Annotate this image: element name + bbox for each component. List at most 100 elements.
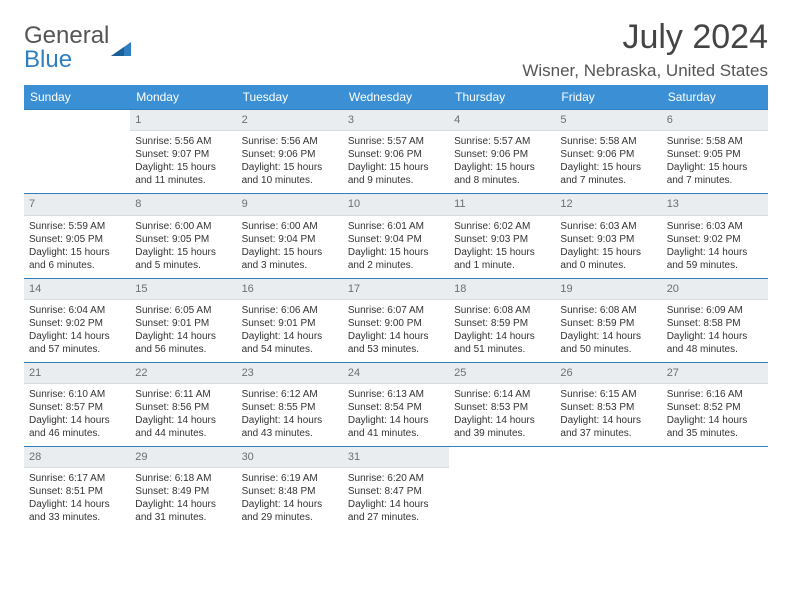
daylight-text: Daylight: 15 hours — [242, 161, 338, 174]
sunset-text: Sunset: 8:57 PM — [29, 401, 125, 414]
sunset-text: Sunset: 9:05 PM — [135, 233, 231, 246]
calendar-day-cell: 23Sunrise: 6:12 AMSunset: 8:55 PMDayligh… — [237, 362, 343, 446]
daylight-text: and 50 minutes. — [560, 343, 656, 356]
daylight-text: Daylight: 15 hours — [135, 161, 231, 174]
day-details: Sunrise: 6:03 AMSunset: 9:02 PMDaylight:… — [662, 216, 768, 278]
day-number: 5 — [555, 110, 661, 131]
daylight-text: Daylight: 14 hours — [667, 414, 763, 427]
daylight-text: and 1 minute. — [454, 259, 550, 272]
sunrise-text: Sunrise: 6:08 AM — [560, 304, 656, 317]
day-details: Sunrise: 6:00 AMSunset: 9:04 PMDaylight:… — [237, 216, 343, 278]
sunrise-text: Sunrise: 5:57 AM — [348, 135, 444, 148]
calendar-day-cell — [662, 447, 768, 531]
daylight-text: Daylight: 14 hours — [560, 330, 656, 343]
calendar-day-cell: 12Sunrise: 6:03 AMSunset: 9:03 PMDayligh… — [555, 194, 661, 278]
day-details: Sunrise: 5:56 AMSunset: 9:07 PMDaylight:… — [130, 131, 236, 193]
day-number: 30 — [237, 447, 343, 468]
sunrise-text: Sunrise: 6:00 AM — [135, 220, 231, 233]
calendar-day-cell: 2Sunrise: 5:56 AMSunset: 9:06 PMDaylight… — [237, 110, 343, 194]
sunset-text: Sunset: 9:06 PM — [242, 148, 338, 161]
header: General Blue July 2024 Wisner, Nebraska,… — [24, 18, 768, 81]
daylight-text: Daylight: 14 hours — [348, 498, 444, 511]
daylight-text: Daylight: 14 hours — [242, 330, 338, 343]
day-number: 13 — [662, 194, 768, 215]
calendar-day-cell: 11Sunrise: 6:02 AMSunset: 9:03 PMDayligh… — [449, 194, 555, 278]
day-number: 9 — [237, 194, 343, 215]
sunrise-text: Sunrise: 6:12 AM — [242, 388, 338, 401]
daylight-text: Daylight: 15 hours — [135, 246, 231, 259]
calendar-day-cell: 17Sunrise: 6:07 AMSunset: 9:00 PMDayligh… — [343, 278, 449, 362]
calendar-day-cell — [555, 447, 661, 531]
daylight-text: Daylight: 15 hours — [29, 246, 125, 259]
calendar-day-cell: 7Sunrise: 5:59 AMSunset: 9:05 PMDaylight… — [24, 194, 130, 278]
calendar-day-cell: 26Sunrise: 6:15 AMSunset: 8:53 PMDayligh… — [555, 362, 661, 446]
calendar-day-cell: 6Sunrise: 5:58 AMSunset: 9:05 PMDaylight… — [662, 110, 768, 194]
sunrise-text: Sunrise: 6:10 AM — [29, 388, 125, 401]
sunset-text: Sunset: 9:05 PM — [667, 148, 763, 161]
day-details: Sunrise: 5:59 AMSunset: 9:05 PMDaylight:… — [24, 216, 130, 278]
calendar-day-cell: 25Sunrise: 6:14 AMSunset: 8:53 PMDayligh… — [449, 362, 555, 446]
brand-blue: Blue — [24, 46, 72, 73]
daylight-text: Daylight: 14 hours — [135, 414, 231, 427]
calendar-day-cell: 16Sunrise: 6:06 AMSunset: 9:01 PMDayligh… — [237, 278, 343, 362]
day-number: 31 — [343, 447, 449, 468]
weekday-header: Monday — [130, 85, 236, 110]
calendar-day-cell: 21Sunrise: 6:10 AMSunset: 8:57 PMDayligh… — [24, 362, 130, 446]
daylight-text: Daylight: 14 hours — [560, 414, 656, 427]
day-number: 20 — [662, 279, 768, 300]
sunrise-text: Sunrise: 5:56 AM — [242, 135, 338, 148]
day-details: Sunrise: 6:00 AMSunset: 9:05 PMDaylight:… — [130, 216, 236, 278]
day-number: 4 — [449, 110, 555, 131]
calendar-table: Sunday Monday Tuesday Wednesday Thursday… — [24, 85, 768, 530]
daylight-text: and 43 minutes. — [242, 427, 338, 440]
logo-triangle-icon — [111, 39, 131, 57]
sunrise-text: Sunrise: 6:04 AM — [29, 304, 125, 317]
calendar-day-cell: 4Sunrise: 5:57 AMSunset: 9:06 PMDaylight… — [449, 110, 555, 194]
sunset-text: Sunset: 9:02 PM — [667, 233, 763, 246]
daylight-text: Daylight: 14 hours — [667, 330, 763, 343]
day-number: 3 — [343, 110, 449, 131]
day-number: 17 — [343, 279, 449, 300]
daylight-text: and 53 minutes. — [348, 343, 444, 356]
calendar-day-cell: 20Sunrise: 6:09 AMSunset: 8:58 PMDayligh… — [662, 278, 768, 362]
sunrise-text: Sunrise: 6:18 AM — [135, 472, 231, 485]
weekday-header: Tuesday — [237, 85, 343, 110]
daylight-text: and 46 minutes. — [29, 427, 125, 440]
daylight-text: and 7 minutes. — [667, 174, 763, 187]
sunset-text: Sunset: 8:55 PM — [242, 401, 338, 414]
day-details: Sunrise: 6:08 AMSunset: 8:59 PMDaylight:… — [449, 300, 555, 362]
day-number: 7 — [24, 194, 130, 215]
day-details: Sunrise: 6:15 AMSunset: 8:53 PMDaylight:… — [555, 384, 661, 446]
calendar-day-cell: 3Sunrise: 5:57 AMSunset: 9:06 PMDaylight… — [343, 110, 449, 194]
sunrise-text: Sunrise: 6:01 AM — [348, 220, 444, 233]
calendar-day-cell: 10Sunrise: 6:01 AMSunset: 9:04 PMDayligh… — [343, 194, 449, 278]
title-block: July 2024 Wisner, Nebraska, United State… — [522, 18, 768, 81]
daylight-text: and 37 minutes. — [560, 427, 656, 440]
day-details: Sunrise: 6:06 AMSunset: 9:01 PMDaylight:… — [237, 300, 343, 362]
daylight-text: and 3 minutes. — [242, 259, 338, 272]
day-number: 22 — [130, 363, 236, 384]
day-number: 11 — [449, 194, 555, 215]
day-details: Sunrise: 6:18 AMSunset: 8:49 PMDaylight:… — [130, 468, 236, 530]
calendar-day-cell: 30Sunrise: 6:19 AMSunset: 8:48 PMDayligh… — [237, 447, 343, 531]
sunset-text: Sunset: 8:51 PM — [29, 485, 125, 498]
weekday-header: Wednesday — [343, 85, 449, 110]
daylight-text: and 41 minutes. — [348, 427, 444, 440]
day-details: Sunrise: 5:58 AMSunset: 9:06 PMDaylight:… — [555, 131, 661, 193]
daylight-text: and 44 minutes. — [135, 427, 231, 440]
daylight-text: Daylight: 15 hours — [242, 246, 338, 259]
day-details: Sunrise: 6:13 AMSunset: 8:54 PMDaylight:… — [343, 384, 449, 446]
daylight-text: Daylight: 14 hours — [454, 330, 550, 343]
sunrise-text: Sunrise: 5:56 AM — [135, 135, 231, 148]
day-details: Sunrise: 6:17 AMSunset: 8:51 PMDaylight:… — [24, 468, 130, 530]
day-number: 21 — [24, 363, 130, 384]
day-number: 1 — [130, 110, 236, 131]
daylight-text: and 2 minutes. — [348, 259, 444, 272]
daylight-text: Daylight: 14 hours — [348, 330, 444, 343]
calendar-week-row: 28Sunrise: 6:17 AMSunset: 8:51 PMDayligh… — [24, 447, 768, 531]
sunset-text: Sunset: 9:06 PM — [454, 148, 550, 161]
sunset-text: Sunset: 9:04 PM — [242, 233, 338, 246]
calendar-week-row: 1Sunrise: 5:56 AMSunset: 9:07 PMDaylight… — [24, 110, 768, 194]
calendar-day-cell: 24Sunrise: 6:13 AMSunset: 8:54 PMDayligh… — [343, 362, 449, 446]
day-number: 6 — [662, 110, 768, 131]
